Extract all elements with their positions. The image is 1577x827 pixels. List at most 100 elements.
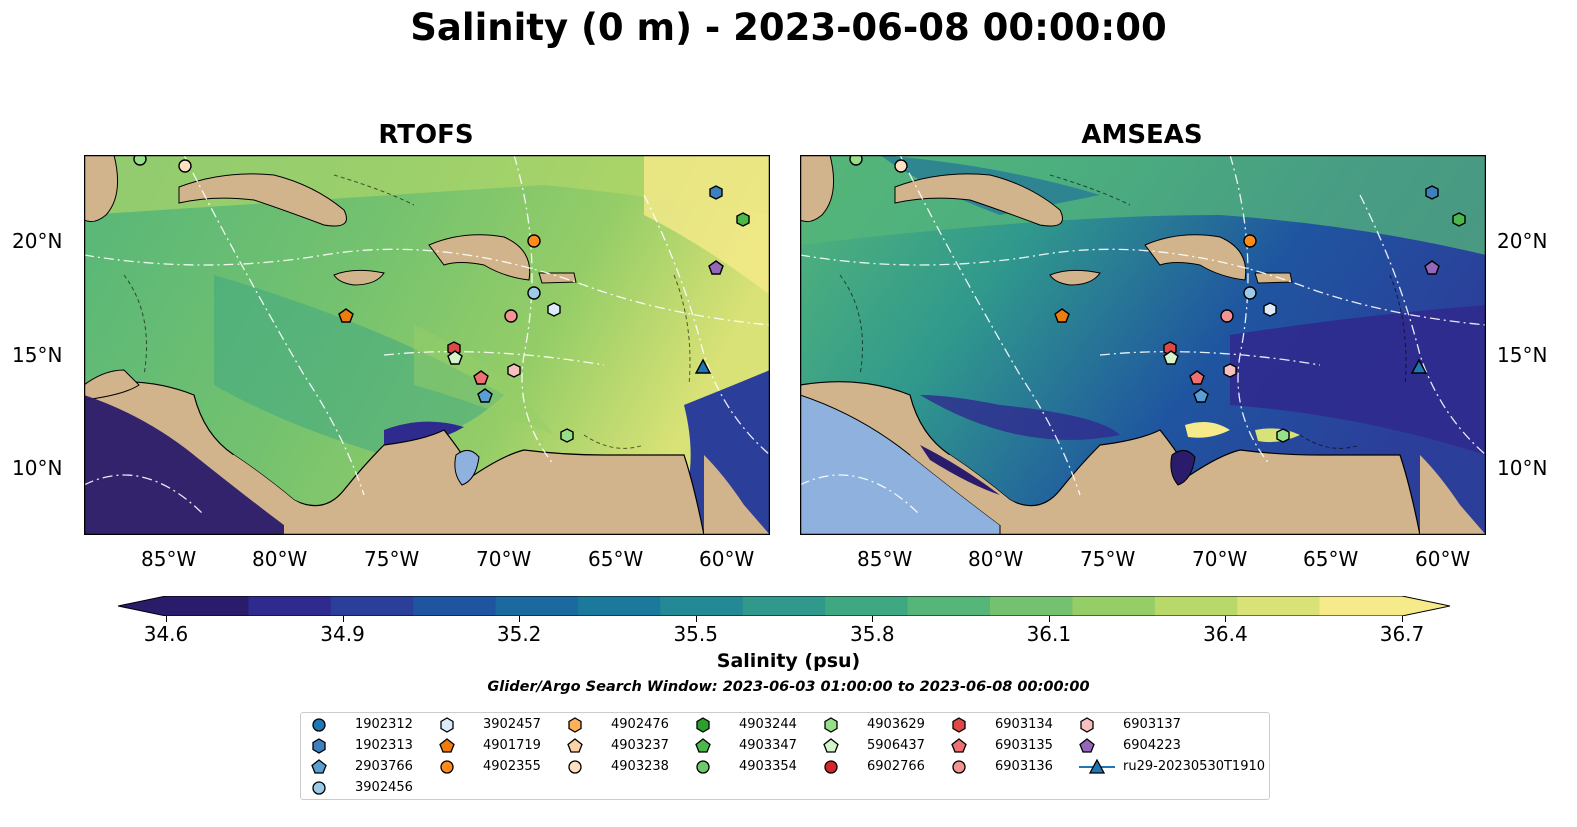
triangle-marker-icon	[1079, 758, 1115, 774]
lat-tick-left: 10°N	[12, 456, 63, 480]
lon-tick-left: 75°W	[364, 547, 420, 571]
lat-tick-left: 20°N	[12, 229, 63, 253]
lon-tick-left: 80°W	[252, 547, 308, 571]
pentagon-marker-icon	[1079, 738, 1095, 753]
legend-item-label: 2903766	[355, 759, 413, 774]
lon-tick-left: 70°W	[476, 547, 532, 571]
legend-item-label: 4903244	[739, 717, 797, 732]
hexagon-marker-icon	[824, 717, 838, 733]
colorbar-segment	[1072, 596, 1156, 616]
circle-marker-icon	[440, 760, 454, 774]
pentagon-marker-icon	[311, 759, 327, 774]
colorbar-tick-mark	[519, 616, 521, 622]
colorbar-extend-high	[1402, 596, 1450, 616]
legend-item-label: 6902766	[867, 759, 925, 774]
colorbar-tick-mark	[342, 616, 344, 622]
search-window-text: Glider/Argo Search Window: 2023-06-03 01…	[487, 679, 1090, 695]
colorbar-segment	[330, 596, 414, 616]
figure-title: Salinity (0 m) - 2023-06-08 00:00:00	[410, 6, 1167, 49]
colorbar-segment	[1237, 596, 1321, 616]
colorbar-tick-label: 35.8	[850, 622, 895, 646]
colorbar-tick-label: 36.7	[1379, 622, 1425, 646]
map-panel-rtofs	[84, 155, 770, 535]
legend-item-label: 4903347	[739, 738, 797, 753]
legend-item-label: 6904223	[1123, 738, 1181, 753]
colorbar-tick-label: 36.1	[1026, 622, 1072, 646]
colorbar-tick-mark	[872, 616, 874, 622]
legend-item-label: 4903238	[611, 759, 669, 774]
colorbar-tick-mark	[695, 616, 697, 622]
legend-item-label: 6903135	[995, 738, 1053, 753]
colorbar-segment	[660, 596, 744, 616]
circle-marker-icon	[696, 760, 710, 774]
colorbar-segment	[742, 596, 826, 616]
legend-item-label: 4903629	[867, 717, 925, 732]
colorbar-segment	[495, 596, 579, 616]
colorbar-tick-label: 34.6	[143, 622, 189, 646]
panel-title-rtofs: RTOFS	[378, 120, 474, 150]
lon-tick-right: 70°W	[1192, 547, 1248, 571]
legend-item-label: 6903134	[995, 717, 1053, 732]
circle-marker-icon	[824, 760, 838, 774]
legend: 1902312 1902313 2903766 3902456 3902457 49017…	[300, 712, 1270, 800]
legend-item-label: 6903137	[1123, 717, 1181, 732]
colorbar-segment	[990, 596, 1073, 616]
legend-item-label: 3902456	[355, 780, 413, 795]
lon-tick-right: 65°W	[1303, 547, 1359, 571]
colorbar-extend-low	[118, 596, 166, 616]
colorbar-segment	[825, 596, 909, 616]
lon-tick-right: 80°W	[968, 547, 1024, 571]
legend-item-label: 4903354	[739, 759, 797, 774]
legend-item-label: 4902476	[611, 717, 669, 732]
colorbar-label: Salinity (psu)	[716, 650, 861, 672]
colorbar-segment	[907, 596, 991, 616]
legend-item-label: 4902355	[483, 759, 541, 774]
pentagon-marker-icon	[567, 738, 583, 753]
legend-item-label: 4903237	[611, 738, 669, 753]
lat-tick-right: 10°N	[1497, 456, 1548, 480]
colorbar-tick-label: 35.5	[673, 622, 718, 646]
hexagon-marker-icon	[440, 717, 454, 733]
colorbar-tick-mark	[1225, 616, 1227, 622]
legend-item-label: ru29-20230530T1910	[1123, 759, 1266, 774]
colorbar-segment	[166, 596, 249, 616]
colorbar-segment	[248, 596, 332, 616]
circle-marker-icon	[312, 781, 326, 795]
legend-item-label: 4901719	[483, 738, 541, 753]
circle-marker-icon	[952, 760, 966, 774]
colorbar	[118, 596, 1450, 616]
hexagon-marker-icon	[312, 738, 326, 754]
lon-tick-right: 75°W	[1080, 547, 1136, 571]
lon-tick-left: 60°W	[699, 547, 755, 571]
colorbar-segment	[413, 596, 497, 616]
pentagon-marker-icon	[695, 738, 711, 753]
legend-item-label: 3902457	[483, 717, 541, 732]
panel-title-amseas: AMSEAS	[1081, 120, 1203, 150]
colorbar-segment	[1319, 596, 1403, 616]
colorbar-tick-label: 34.9	[320, 622, 365, 646]
pentagon-marker-icon	[951, 738, 967, 753]
map-panel-amseas	[800, 155, 1486, 535]
hexagon-marker-icon	[1080, 717, 1094, 733]
legend-item-label: 1902312	[355, 717, 413, 732]
legend-item-label: 6903136	[995, 759, 1053, 774]
lon-tick-left: 85°W	[141, 547, 197, 571]
hexagon-marker-icon	[952, 717, 966, 733]
colorbar-segment	[1154, 596, 1238, 616]
colorbar-tick-mark	[166, 616, 167, 622]
colorbar-tick-mark	[1048, 616, 1050, 622]
legend-item-label: 5906437	[867, 738, 925, 753]
hexagon-marker-icon	[696, 717, 710, 733]
lat-tick-left: 15°N	[12, 343, 63, 367]
hexagon-marker-icon	[568, 717, 582, 733]
colorbar-segment	[578, 596, 661, 616]
pentagon-marker-icon	[823, 738, 839, 753]
lon-tick-left: 65°W	[588, 547, 644, 571]
colorbar-tick-mark	[1402, 616, 1403, 622]
lat-tick-right: 15°N	[1497, 343, 1548, 367]
pentagon-marker-icon	[439, 738, 455, 753]
colorbar-tick-label: 35.2	[496, 622, 542, 646]
lon-tick-right: 60°W	[1415, 547, 1471, 571]
circle-marker-icon	[312, 718, 326, 732]
lon-tick-right: 85°W	[857, 547, 913, 571]
